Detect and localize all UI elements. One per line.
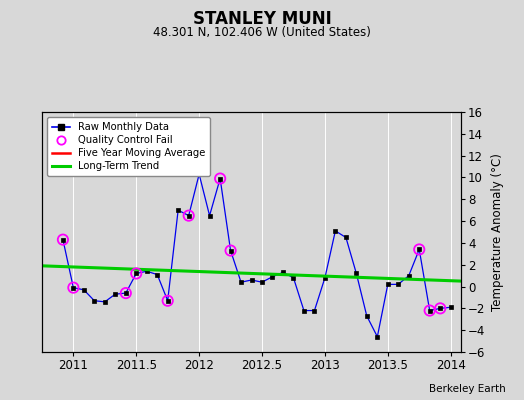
Point bbox=[184, 212, 193, 219]
Point bbox=[69, 284, 78, 291]
Legend: Raw Monthly Data, Quality Control Fail, Five Year Moving Average, Long-Term Tren: Raw Monthly Data, Quality Control Fail, … bbox=[47, 117, 210, 176]
Point bbox=[226, 247, 235, 254]
Point bbox=[216, 175, 224, 182]
Point bbox=[122, 290, 130, 296]
Point bbox=[59, 236, 67, 243]
Point bbox=[415, 246, 423, 253]
Y-axis label: Temperature Anomaly (°C): Temperature Anomaly (°C) bbox=[491, 153, 504, 311]
Point bbox=[163, 298, 172, 304]
Text: Berkeley Earth: Berkeley Earth bbox=[429, 384, 506, 394]
Point bbox=[436, 305, 444, 312]
Text: STANLEY MUNI: STANLEY MUNI bbox=[193, 10, 331, 28]
Point bbox=[425, 307, 434, 314]
Text: 48.301 N, 102.406 W (United States): 48.301 N, 102.406 W (United States) bbox=[153, 26, 371, 39]
Point bbox=[132, 270, 140, 277]
